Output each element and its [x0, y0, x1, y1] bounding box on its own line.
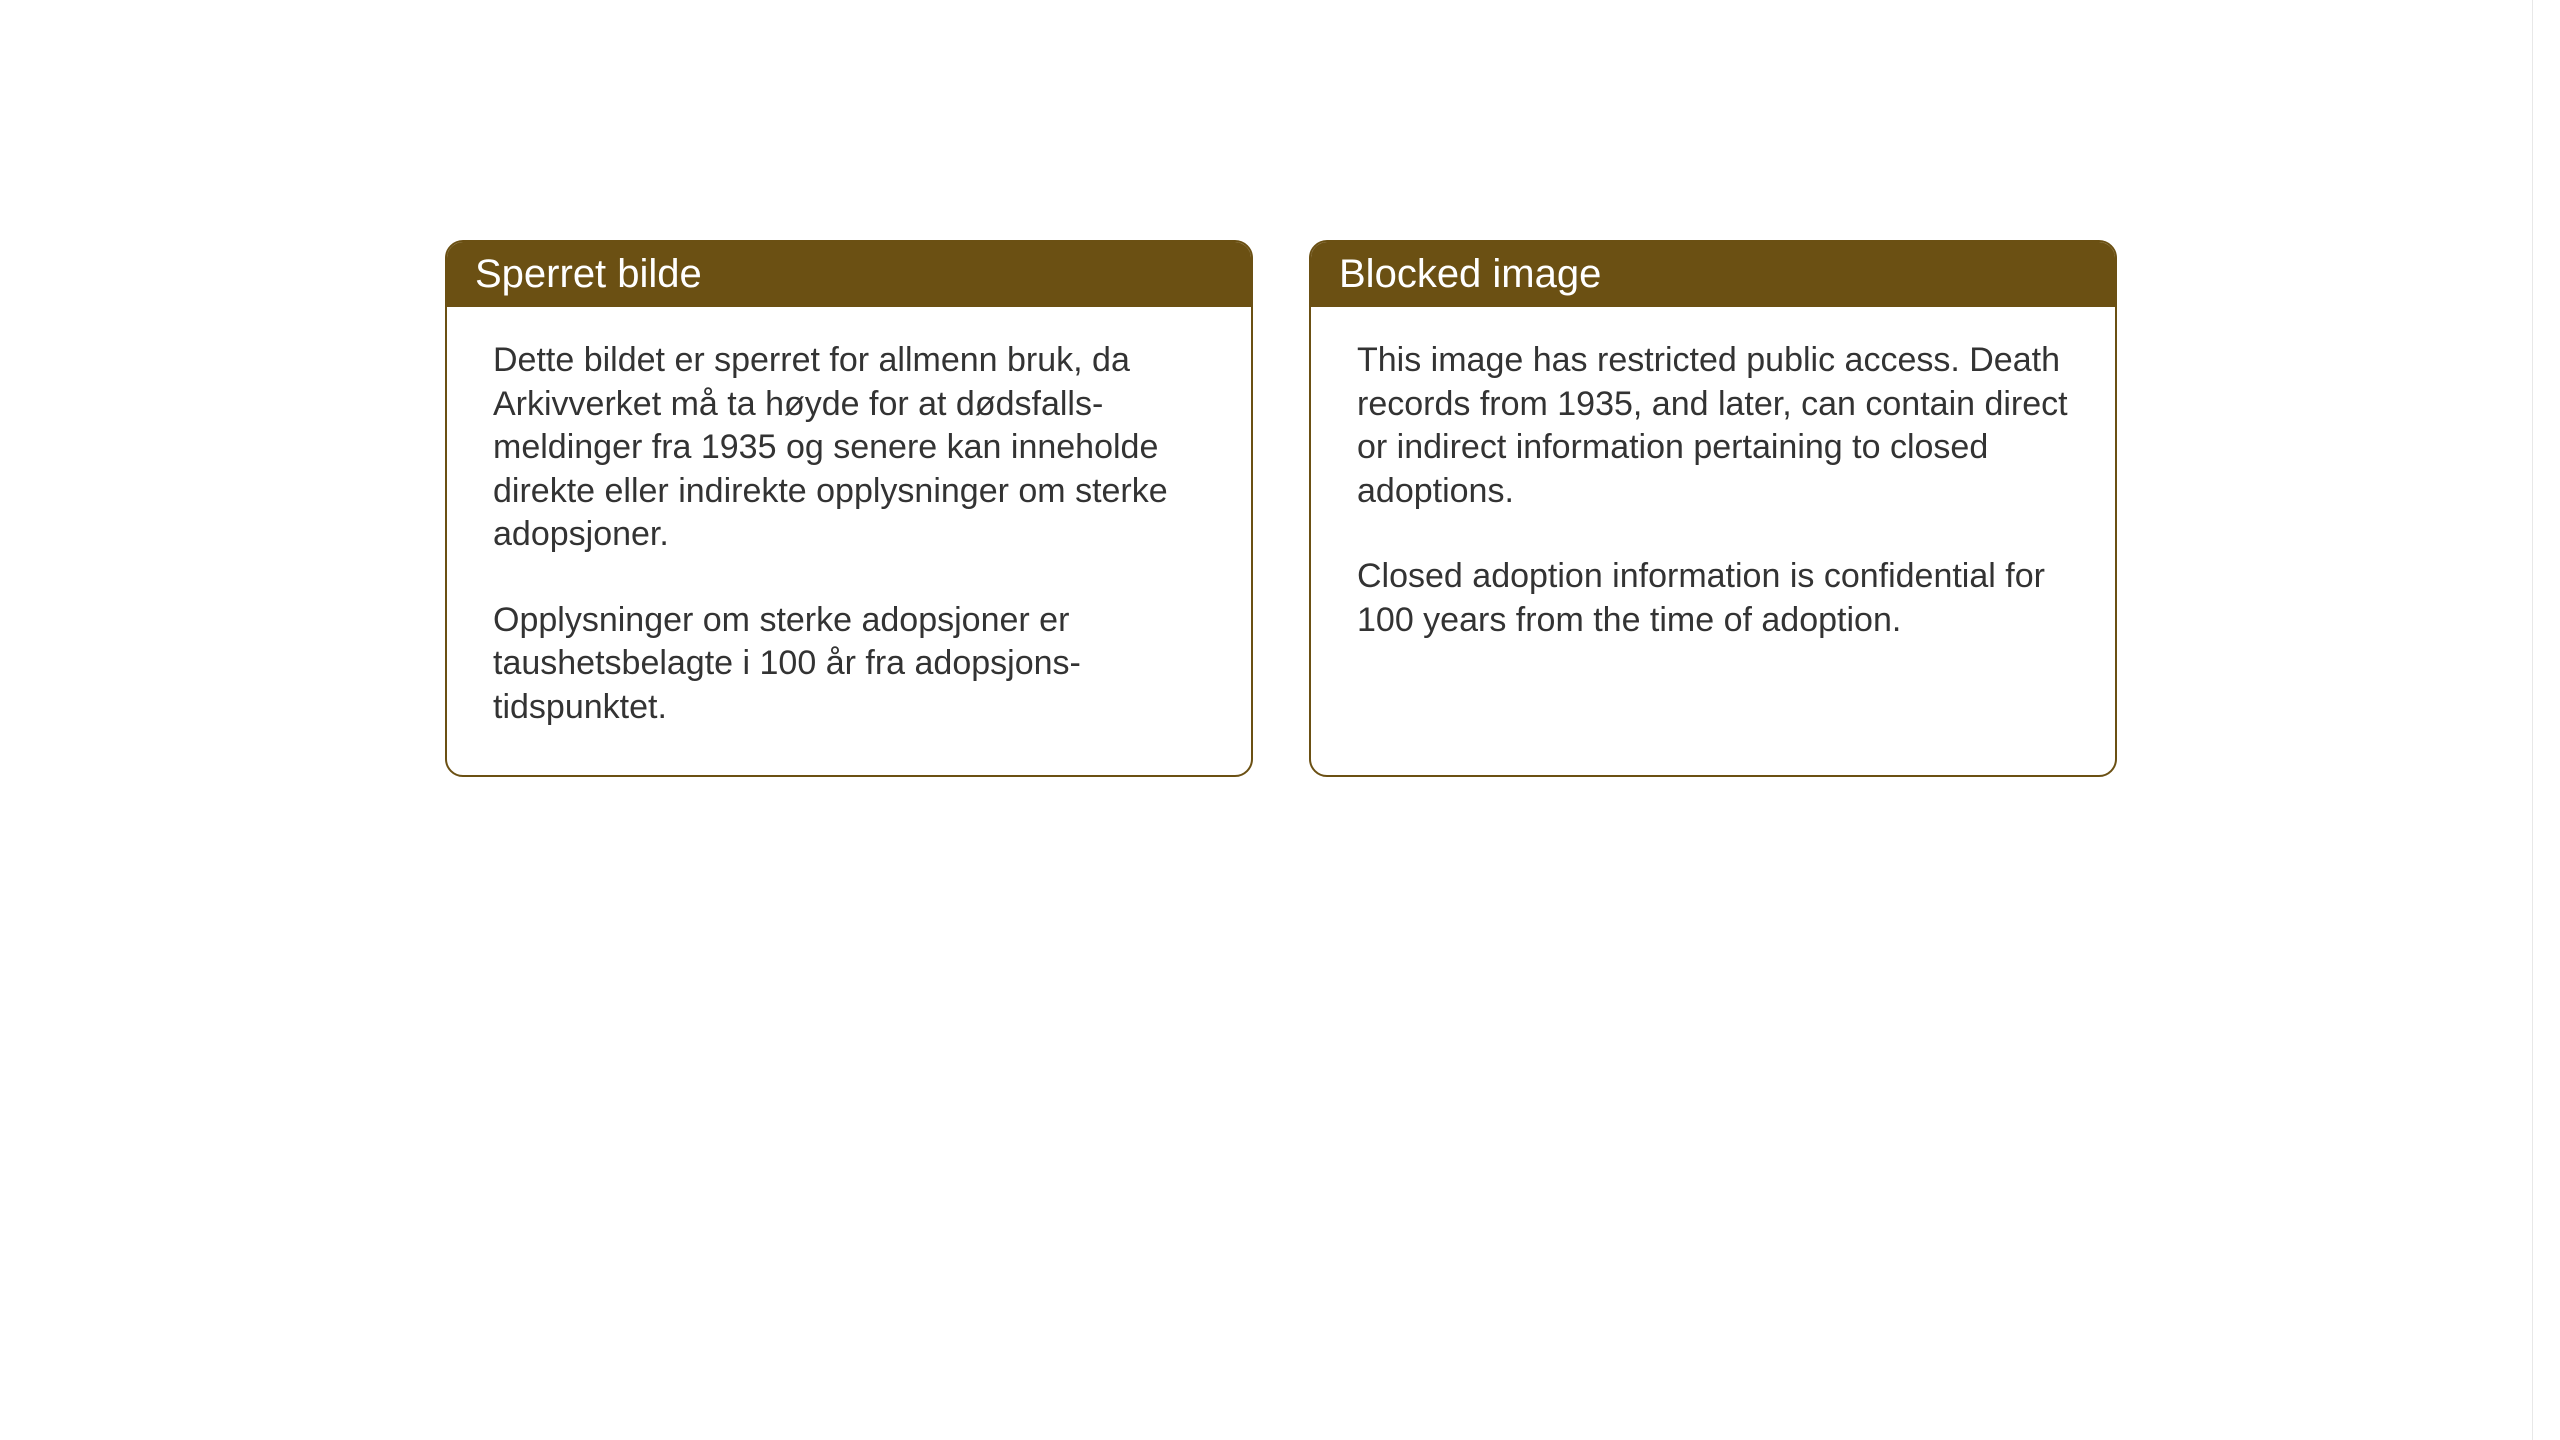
- card-body-norwegian: Dette bildet er sperret for allmenn bruk…: [447, 307, 1251, 775]
- card-paragraph1-norwegian: Dette bildet er sperret for allmenn bruk…: [493, 339, 1205, 557]
- cards-container: Sperret bilde Dette bildet er sperret fo…: [445, 240, 2117, 777]
- card-english: Blocked image This image has restricted …: [1309, 240, 2117, 777]
- card-header-english: Blocked image: [1311, 242, 2115, 307]
- card-paragraph1-english: This image has restricted public access.…: [1357, 339, 2069, 513]
- card-paragraph2-norwegian: Opplysninger om sterke adopsjoner er tau…: [493, 599, 1205, 730]
- card-norwegian: Sperret bilde Dette bildet er sperret fo…: [445, 240, 1253, 777]
- card-body-english: This image has restricted public access.…: [1311, 307, 2115, 688]
- card-title-norwegian: Sperret bilde: [475, 252, 702, 296]
- card-paragraph2-english: Closed adoption information is confident…: [1357, 555, 2069, 642]
- card-header-norwegian: Sperret bilde: [447, 242, 1251, 307]
- scrollbar[interactable]: [2532, 0, 2558, 1440]
- card-title-english: Blocked image: [1339, 252, 1601, 296]
